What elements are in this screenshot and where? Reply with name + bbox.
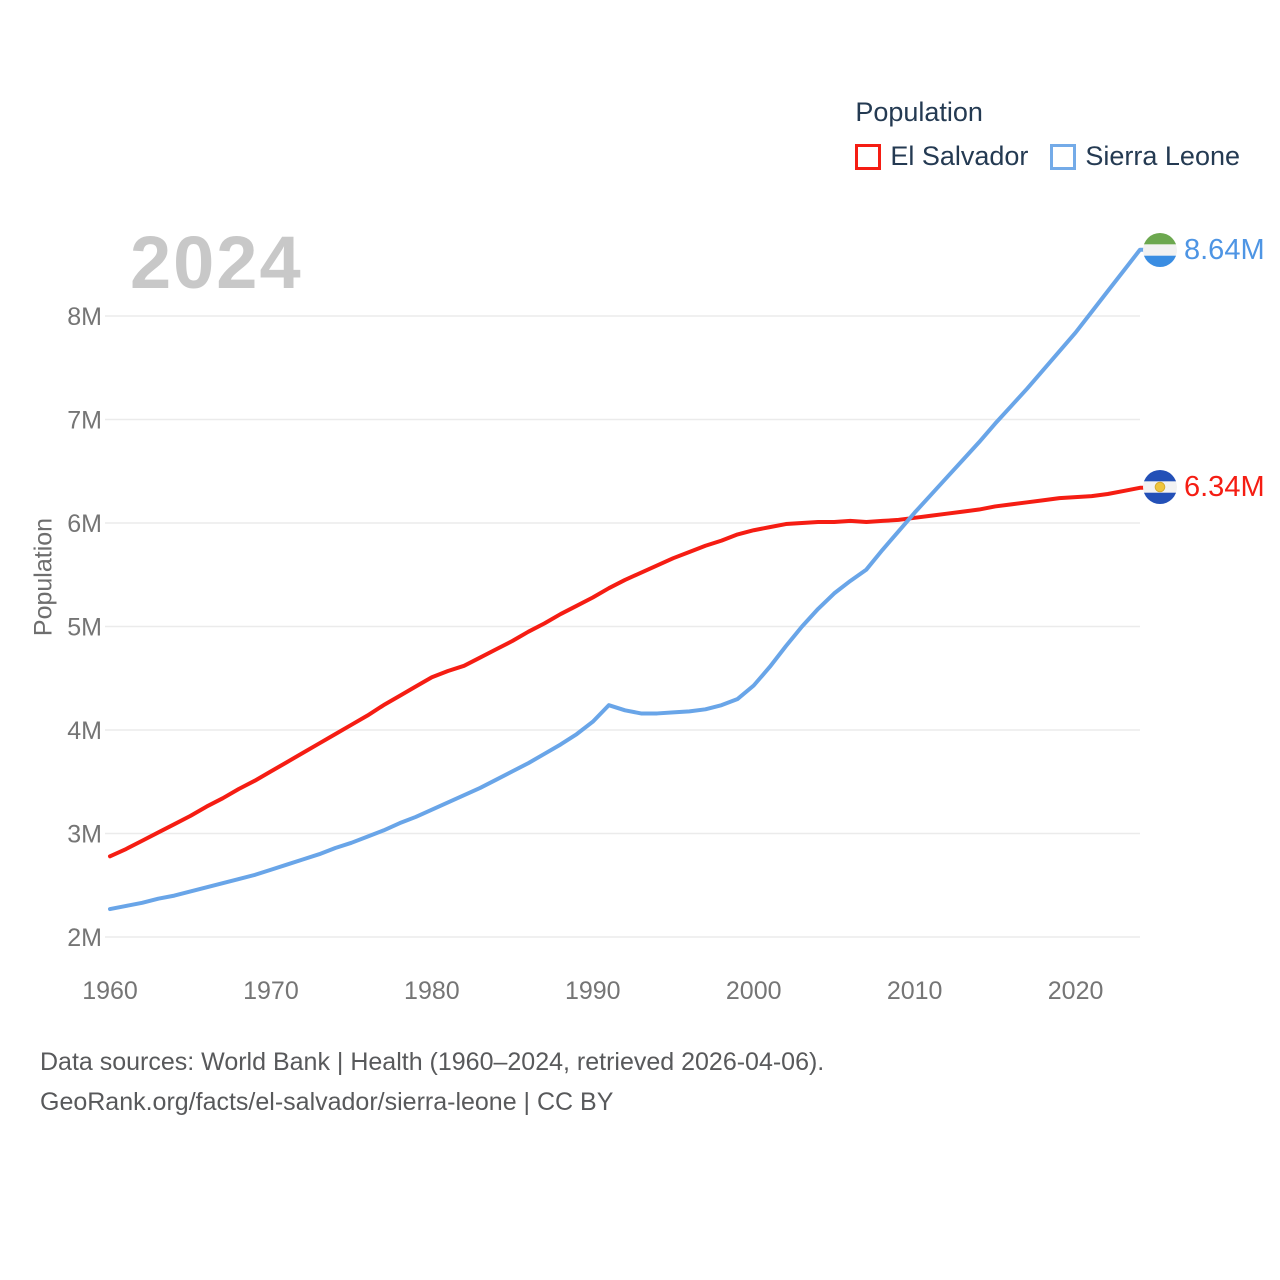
y-tick-label: 6M: [67, 510, 102, 538]
series-line-el-salvador: [108, 485, 1150, 859]
series-line-sierra-leone: [108, 247, 1150, 912]
footer: Data sources: World Bank | Health (1960–…: [40, 1042, 824, 1122]
legend-item-sierra-leone[interactable]: Sierra Leone: [1050, 141, 1240, 172]
x-tick-label: 2010: [887, 977, 943, 1005]
y-tick-label: 3M: [67, 821, 102, 849]
legend-label-sierra-leone: Sierra Leone: [1085, 141, 1240, 171]
x-tick-label: 1970: [243, 977, 299, 1005]
y-axis-title: Population: [29, 517, 58, 637]
year-watermark: 2024: [130, 221, 303, 304]
sierra-leone-swatch-icon: [1050, 143, 1077, 170]
y-tick-label: 4M: [67, 717, 102, 745]
legend-item-el-salvador[interactable]: El Salvador: [855, 141, 1028, 172]
end-label-sierra-leone: 8.64M: [1143, 233, 1265, 267]
y-tick-label: 8M: [67, 303, 102, 331]
end-label-el-salvador: 6.34M: [1143, 470, 1265, 504]
legend-title: Population: [855, 97, 983, 127]
el-salvador-flag-icon: [1143, 470, 1177, 504]
legend-items: El Salvador Sierra Leone: [855, 141, 1240, 172]
footer-sources: Data sources: World Bank | Health (1960–…: [40, 1048, 825, 1076]
y-tick-label: 2M: [67, 924, 102, 952]
y-tick-label: 5M: [67, 614, 102, 642]
end-value-sierra-leone: 8.64M: [1184, 233, 1265, 266]
y-tick-label: 7M: [67, 407, 102, 435]
x-tick-label: 1960: [82, 977, 138, 1005]
legend: Population El Salvador Sierra Leone: [855, 97, 1240, 172]
sierra-leone-flag-icon: [1143, 233, 1177, 267]
x-tick-label: 2020: [1048, 977, 1104, 1005]
legend-label-el-salvador: El Salvador: [890, 141, 1029, 171]
end-value-el-salvador: 6.34M: [1184, 470, 1265, 503]
footer-attribution: GeoRank.org/facts/el-salvador/sierra-leo…: [40, 1088, 614, 1116]
x-tick-label: 2000: [726, 977, 782, 1005]
x-tick-label: 1980: [404, 977, 460, 1005]
x-tick-label: 1990: [565, 977, 621, 1005]
el-salvador-swatch-icon: [855, 143, 882, 170]
